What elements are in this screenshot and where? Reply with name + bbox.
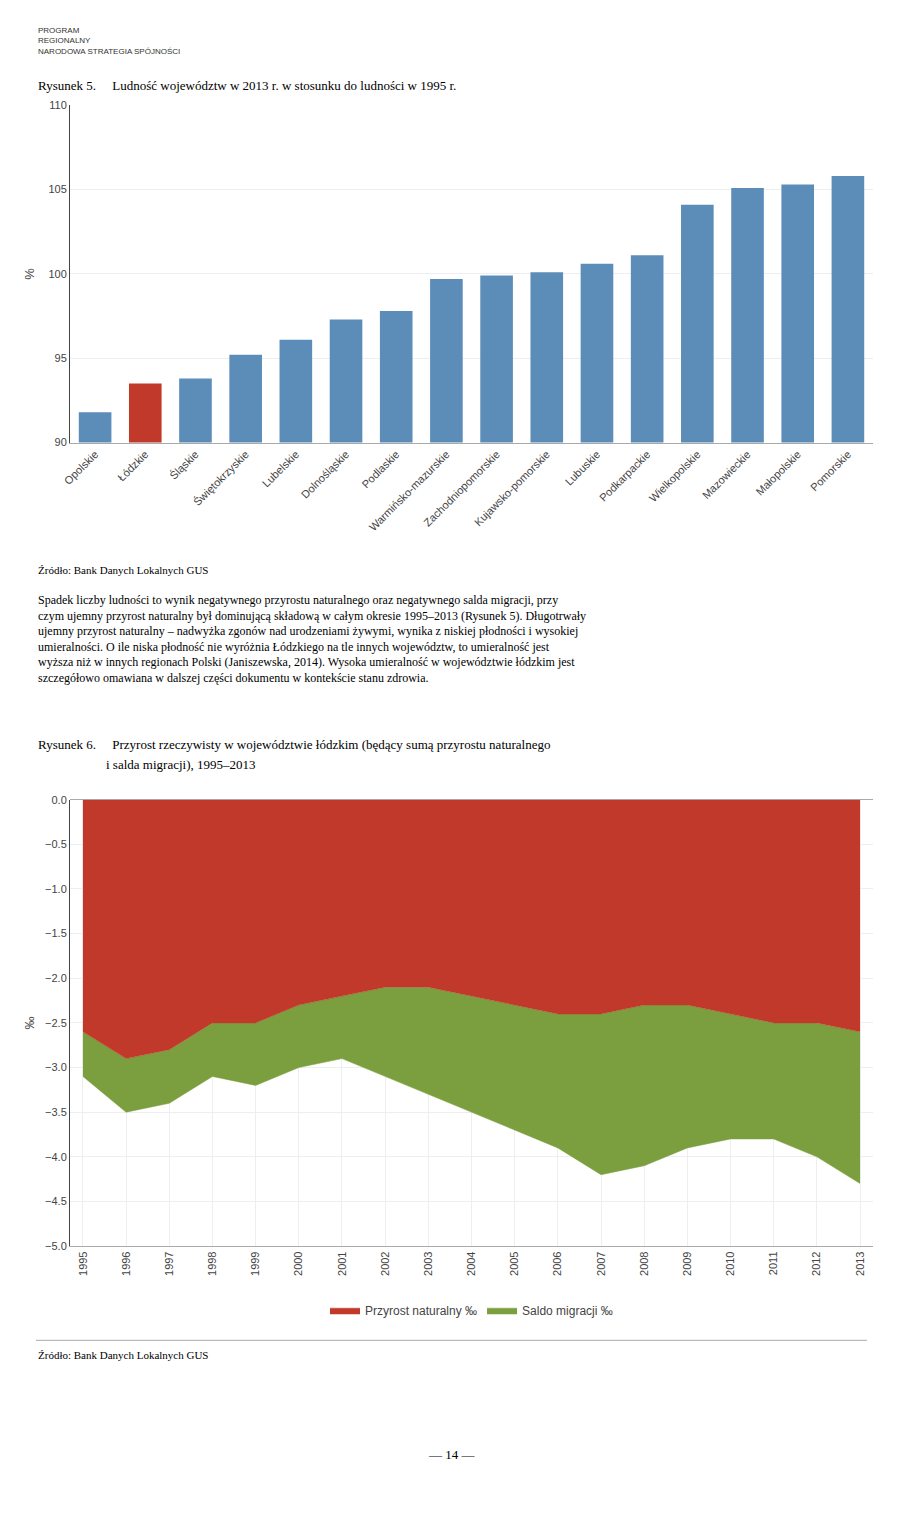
svg-text:1996: 1996 — [120, 1251, 132, 1275]
svg-text:0.0: 0.0 — [52, 794, 67, 806]
svg-text:−2.5: −2.5 — [45, 1017, 67, 1029]
svg-text:110: 110 — [49, 99, 67, 111]
svg-text:2005: 2005 — [508, 1251, 520, 1275]
svg-text:Wielkopolskie: Wielkopolskie — [647, 448, 703, 504]
svg-text:Źródło: Bank Danych Lokalnych: Źródło: Bank Danych Lokalnych GUS — [38, 1349, 208, 1361]
svg-text:Lubelskie: Lubelskie — [260, 448, 301, 489]
svg-text:−4.0: −4.0 — [45, 1151, 67, 1163]
svg-text:Zachodniopomorskie: Zachodniopomorskie — [421, 448, 502, 529]
svg-text:1998: 1998 — [206, 1251, 218, 1275]
svg-text:2007: 2007 — [595, 1251, 607, 1275]
svg-text:— 14 —: — 14 — — [428, 1447, 476, 1462]
svg-text:2001: 2001 — [336, 1251, 348, 1275]
svg-text:2011: 2011 — [767, 1251, 779, 1275]
svg-text:Lubuskie: Lubuskie — [563, 448, 603, 488]
svg-text:−1.5: −1.5 — [45, 927, 67, 939]
svg-text:2013: 2013 — [854, 1251, 866, 1275]
svg-text:−2.0: −2.0 — [45, 972, 67, 984]
svg-text:Podlaskie: Podlaskie — [359, 448, 401, 490]
svg-text:Śląskie: Śląskie — [167, 448, 201, 482]
svg-text:2009: 2009 — [681, 1251, 693, 1275]
svg-text:i salda migracji), 1995–2013: i salda migracji), 1995–2013 — [106, 757, 255, 772]
svg-text:90: 90 — [55, 436, 67, 448]
svg-text:Świętokrzyskie: Świętokrzyskie — [191, 448, 251, 508]
svg-text:2008: 2008 — [638, 1251, 650, 1275]
svg-text:Małopolskie: Małopolskie — [753, 448, 803, 498]
svg-text:1997: 1997 — [163, 1251, 175, 1275]
svg-text:Mazowieckie: Mazowieckie — [700, 448, 753, 501]
svg-text:2012: 2012 — [810, 1251, 822, 1275]
svg-text:Saldo migracji ‰: Saldo migracji ‰ — [522, 1304, 613, 1318]
svg-text:Rysunek 6. Przyrost rzeczywis: Rysunek 6. Przyrost rzeczywisty w wojewó… — [38, 737, 550, 752]
svg-text:−4.5: −4.5 — [45, 1195, 67, 1207]
svg-text:Dolnośląskie: Dolnośląskie — [299, 448, 352, 501]
svg-text:2003: 2003 — [422, 1251, 434, 1275]
svg-text:Źródło: Bank Danych Lokalnych: Źródło: Bank Danych Lokalnych GUS — [38, 564, 208, 576]
svg-text:%: % — [22, 268, 37, 280]
svg-text:105: 105 — [48, 183, 66, 195]
svg-text:Pomorskie: Pomorskie — [808, 448, 853, 493]
svg-text:95: 95 — [55, 352, 67, 364]
svg-text:−5.0: −5.0 — [45, 1240, 67, 1252]
svg-text:2010: 2010 — [724, 1251, 736, 1275]
svg-text:2002: 2002 — [379, 1251, 391, 1275]
svg-text:1995: 1995 — [77, 1251, 89, 1275]
svg-text:−1.0: −1.0 — [45, 883, 67, 895]
svg-text:‰: ‰ — [22, 1016, 37, 1029]
svg-text:2000: 2000 — [292, 1251, 304, 1275]
svg-text:Przyrost naturalny ‰: Przyrost naturalny ‰ — [365, 1304, 477, 1318]
svg-text:Spadek liczby ludności to wyni: Spadek liczby ludności to wynik negatywn… — [38, 593, 586, 685]
svg-text:1999: 1999 — [249, 1251, 261, 1275]
svg-text:2004: 2004 — [465, 1251, 477, 1275]
svg-text:Podkarpackie: Podkarpackie — [597, 448, 653, 504]
svg-text:Rysunek 5. Ludność województw: Rysunek 5. Ludność województw w 2013 r. … — [38, 78, 456, 93]
svg-text:100: 100 — [48, 268, 66, 280]
svg-text:PROGRAMREGIONALNYNARODOWA STRA: PROGRAMREGIONALNYNARODOWA STRATEGIA SPÓJ… — [38, 26, 180, 56]
svg-text:Opolskie: Opolskie — [62, 448, 101, 487]
svg-text:−3.5: −3.5 — [45, 1106, 67, 1118]
svg-text:−3.0: −3.0 — [45, 1061, 67, 1073]
svg-text:Kujawsko-pomorskie: Kujawsko-pomorskie — [472, 448, 552, 528]
svg-text:Warmińsko-mazurskie: Warmińsko-mazurskie — [367, 448, 452, 533]
svg-text:Łódzkie: Łódzkie — [115, 448, 150, 483]
svg-text:−0.5: −0.5 — [45, 838, 67, 850]
svg-text:2006: 2006 — [551, 1251, 563, 1275]
